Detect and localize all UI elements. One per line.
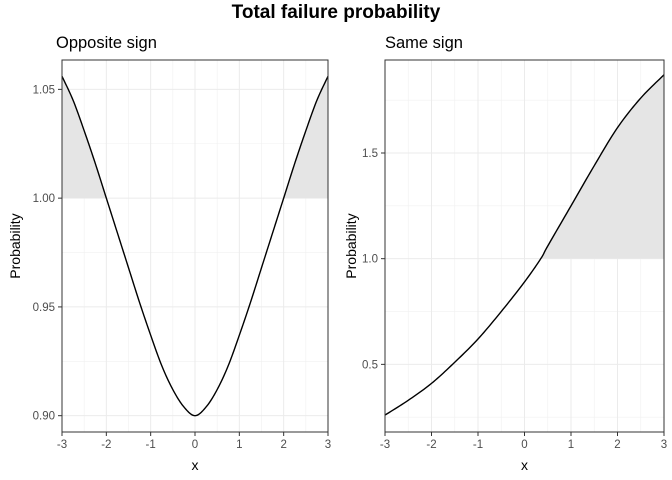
x-tick-label: 0	[192, 439, 198, 451]
y-tick-label: 0.90	[33, 411, 55, 423]
y-tick-label: 1.5	[362, 148, 378, 160]
x-tick-label: 3	[661, 439, 667, 451]
x-tick-label: 3	[325, 439, 331, 451]
chart-title: Total failure probability	[231, 2, 441, 23]
y-tick-label: 1.05	[33, 84, 55, 96]
x-tick-label: 1	[236, 439, 242, 451]
y-axis-title: Probability	[343, 213, 359, 278]
x-tick-label: 2	[280, 439, 286, 451]
panel-title-opposite: Opposite sign	[56, 34, 157, 52]
x-tick-label: -2	[426, 439, 436, 451]
y-tick-label: 1.00	[33, 193, 55, 205]
shaded-area-above-threshold	[540, 74, 664, 259]
x-tick-label: -1	[473, 439, 483, 451]
probability-curve-opposite	[61, 76, 329, 417]
x-axis-title: x	[521, 457, 528, 473]
x-axis-title: x	[192, 457, 199, 473]
x-tick-label: 1	[568, 439, 574, 451]
y-axis-title: Probability	[7, 213, 23, 278]
y-tick-label: 0.95	[33, 302, 55, 314]
x-tick-label: 0	[521, 439, 527, 451]
x-tick-label: -1	[146, 439, 156, 451]
x-tick-label: -3	[57, 439, 67, 451]
y-tick-label: 0.5	[362, 359, 378, 371]
y-tick-label: 1.0	[362, 254, 378, 266]
x-tick-label: 2	[614, 439, 620, 451]
probability-curve-same	[384, 74, 665, 416]
shaded-area-above-threshold	[62, 76, 107, 199]
x-tick-label: -3	[380, 439, 390, 451]
x-tick-label: -2	[101, 439, 111, 451]
shaded-area-above-threshold	[283, 76, 328, 199]
panel-title-same: Same sign	[385, 34, 463, 52]
